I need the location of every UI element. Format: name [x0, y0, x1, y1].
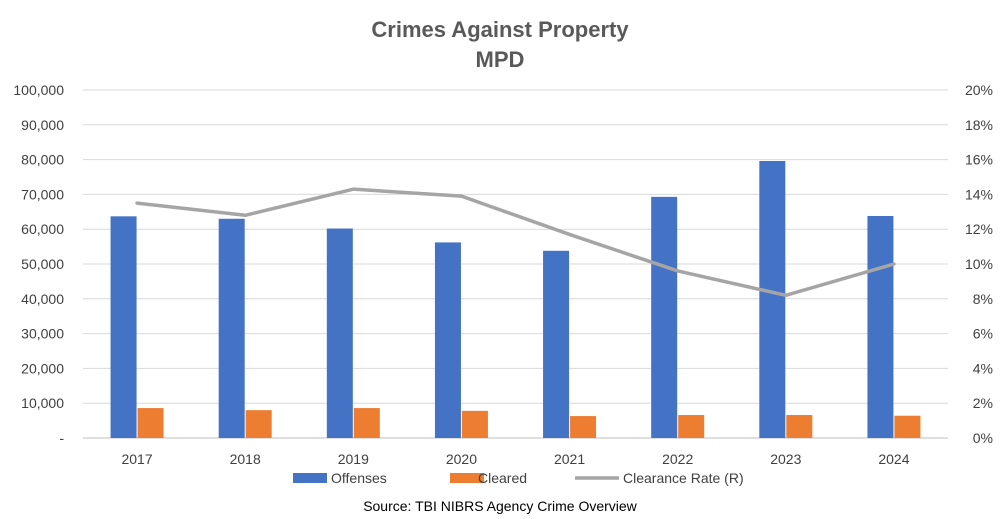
cleared-bar — [137, 408, 164, 438]
y-left-tick-label: 50,000 — [21, 256, 64, 272]
x-tick-label: 2020 — [446, 451, 477, 467]
cleared-bar — [245, 410, 272, 438]
offenses-bar — [218, 218, 245, 438]
y-left-tick-label: 40,000 — [21, 291, 64, 307]
offenses-bar — [326, 228, 353, 438]
clearance-rate-r--point — [892, 262, 896, 266]
axis-labels: - 0% 10,000 2% 20,000 4% 30,000 6% 40,000 8% 50,00… — [13, 82, 993, 467]
offenses-legend-label: Offenses — [331, 470, 387, 486]
y-right-tick-label: 8% — [973, 291, 993, 307]
y-left-tick-label: 30,000 — [21, 326, 64, 342]
clearance-rate-r--point — [243, 213, 247, 217]
cleared-bar — [461, 410, 488, 438]
chart-subtitle: MPD — [476, 47, 525, 72]
y-left-tick-label: 60,000 — [21, 221, 64, 237]
x-tick-label: 2021 — [554, 451, 585, 467]
clearance-rate-r--point — [784, 293, 788, 297]
clearance-rate-r--point — [135, 201, 139, 205]
cleared-bar — [786, 415, 813, 438]
y-left-tick-label: - — [59, 430, 64, 446]
x-tick-label: 2018 — [230, 451, 261, 467]
cleared-bar — [894, 415, 921, 438]
offenses-bar — [543, 250, 570, 438]
y-right-tick-label: 6% — [973, 326, 993, 342]
y-right-tick-label: 4% — [973, 360, 993, 376]
source-note: Source: TBI NIBRS Agency Crime Overview — [363, 498, 637, 514]
offenses-bar — [651, 196, 678, 438]
offenses-bar — [434, 242, 461, 438]
offenses-bar — [759, 160, 786, 438]
clearance-rate-r--point — [459, 194, 463, 198]
clearance-rate-r--legend-label: Clearance Rate (R) — [623, 470, 744, 486]
offenses-bar — [110, 216, 137, 438]
x-tick-label: 2024 — [878, 451, 909, 467]
y-left-tick-label: 70,000 — [21, 186, 64, 202]
bars — [110, 160, 921, 438]
cleared-bar — [353, 408, 380, 438]
clearance-rate-r--line — [135, 187, 896, 298]
x-tick-label: 2017 — [121, 451, 152, 467]
clearance-rate-r--point — [676, 269, 680, 273]
x-tick-label: 2022 — [662, 451, 693, 467]
gridlines — [83, 89, 948, 439]
y-right-tick-label: 10% — [965, 256, 993, 272]
y-left-tick-label: 20,000 — [21, 360, 64, 376]
y-right-tick-label: 14% — [965, 186, 993, 202]
offenses-legend-swatch — [293, 473, 327, 483]
cleared-bar — [570, 416, 597, 438]
chart-title: Crimes Against Property — [371, 17, 629, 42]
y-right-tick-label: 16% — [965, 152, 993, 168]
y-left-tick-label: 80,000 — [21, 152, 64, 168]
cleared-bar — [678, 415, 705, 438]
y-left-tick-label: 90,000 — [21, 117, 64, 133]
y-right-tick-label: 20% — [965, 82, 993, 98]
x-tick-label: 2019 — [338, 451, 369, 467]
y-right-tick-label: 18% — [965, 117, 993, 133]
y-right-tick-label: 12% — [965, 221, 993, 237]
legend: Offenses Cleared Clearance Rate (R) — [293, 470, 744, 486]
x-tick-label: 2023 — [770, 451, 801, 467]
cleared-legend-label: Cleared — [478, 470, 527, 486]
y-right-tick-label: 2% — [973, 395, 993, 411]
y-left-tick-label: 100,000 — [13, 82, 64, 98]
offenses-bar — [867, 215, 894, 438]
clearance-rate-r--point — [351, 187, 355, 191]
y-right-tick-label: 0% — [973, 430, 993, 446]
cleared-legend-swatch — [450, 473, 484, 483]
clearance-rate-r--point — [568, 232, 572, 236]
clearance-rate-line-layer — [135, 187, 896, 298]
y-left-tick-label: 10,000 — [21, 395, 64, 411]
